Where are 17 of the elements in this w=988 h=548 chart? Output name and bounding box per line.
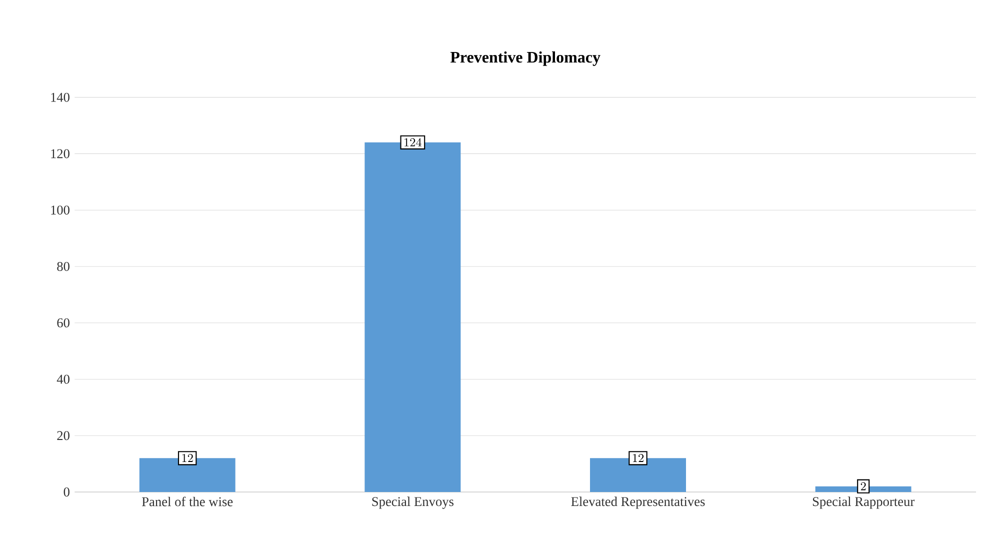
y-tick-label: 120 [51,149,70,158]
y-tick-label: 60 [57,318,70,328]
y-tick-label: 100 [51,206,70,215]
y-tick-label: 20 [57,431,70,440]
data-label: 12 [182,454,193,462]
x-tick-label: Special Envoys [372,496,454,509]
y-tick-label: 140 [51,92,70,102]
y-tick-label: 0 [64,487,70,496]
data-label: 2 [860,482,866,490]
data-label: 12 [632,454,644,462]
chart-title: Preventive Diplomacy [450,51,600,66]
y-tick-label: 40 [56,374,70,384]
x-tick-label: Special Rapporteur [812,496,915,509]
data-label: 124 [404,138,422,146]
x-tick-label: Panel of the wise [142,496,233,506]
x-tick-label: Elevated Representatives [571,496,705,509]
y-tick-label: 80 [57,262,70,271]
